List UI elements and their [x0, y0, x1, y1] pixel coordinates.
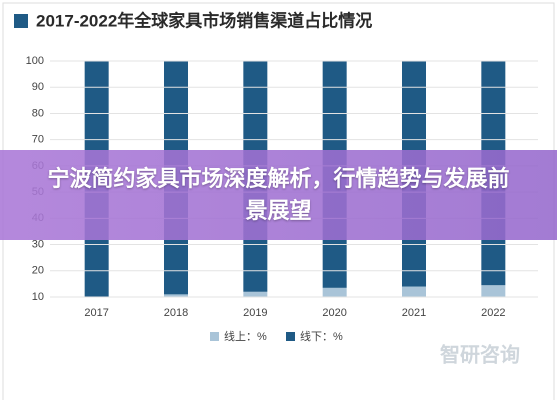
watermark: 智研咨询 — [440, 342, 520, 366]
title-icon — [14, 14, 28, 28]
x-tick-label: 2018 — [164, 307, 188, 319]
x-tick-label: 2017 — [84, 307, 108, 319]
x-tick-label: 2022 — [481, 307, 505, 319]
y-tick-label: 100 — [26, 55, 44, 67]
y-tick-label: 10 — [32, 291, 44, 303]
legend-swatch — [210, 332, 219, 341]
y-tick-label: 30 — [32, 238, 44, 250]
y-tick-label: 70 — [32, 134, 44, 146]
bar-segment — [402, 286, 426, 297]
legend-label: 线上：% — [224, 329, 267, 343]
bar-segment — [481, 285, 506, 297]
bar-segment — [322, 287, 347, 297]
legend-label: 线下：% — [300, 329, 343, 343]
y-tick-label: 90 — [32, 81, 44, 93]
banner: 宁波简约家具市场深度解析，行情趋势与发展前景展望 — [0, 150, 557, 240]
banner-title: 宁波简约家具市场深度解析，行情趋势与发展前景展望 — [47, 166, 510, 223]
x-tick-label: 2021 — [402, 307, 426, 319]
x-tick-label: 2020 — [322, 307, 346, 319]
y-tick-label: 20 — [32, 265, 44, 277]
y-tick-label: 80 — [32, 107, 44, 119]
x-tick-label: 2019 — [243, 307, 267, 319]
legend-swatch — [286, 332, 295, 341]
chart-title: 2017-2022年全球家具市场销售渠道占比情况 — [36, 10, 372, 30]
bar-segment — [164, 294, 188, 297]
bar-segment — [243, 291, 268, 297]
